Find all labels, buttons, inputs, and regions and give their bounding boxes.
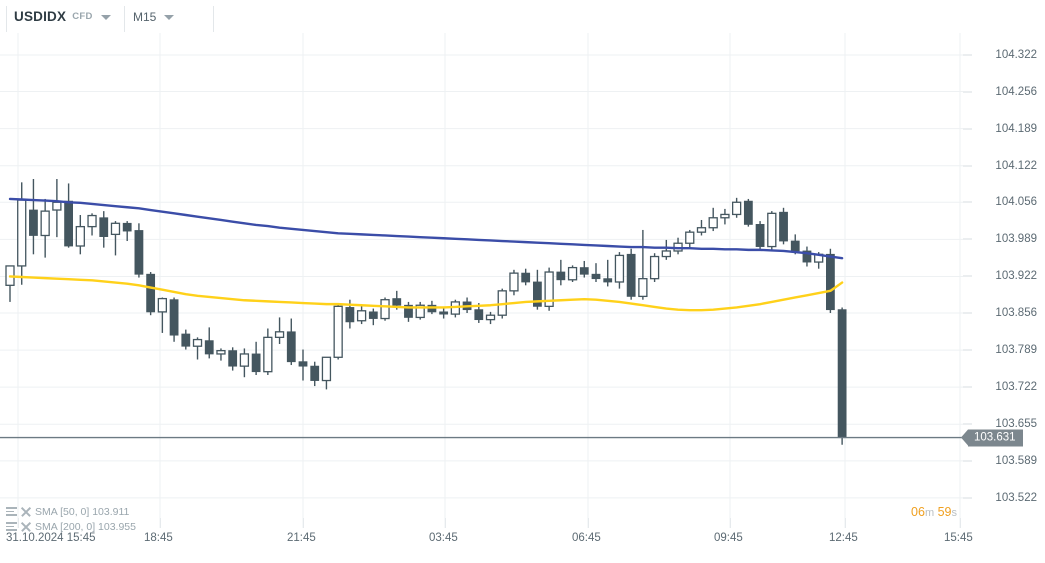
price-tick-dash: [963, 386, 972, 388]
price-scale[interactable]: 103.631 104.322 104.256 104.189 104.122 104.…: [961, 33, 1045, 541]
time-tick-separator: [445, 518, 446, 528]
time-scale[interactable]: 31.10.2024 15:45 18:45 21:45 03:45 06:45 09:4…: [0, 518, 1045, 563]
chevron-down-icon[interactable]: [100, 14, 111, 20]
time-tick-label: 06:45: [572, 532, 601, 544]
chevron-down-icon[interactable]: [164, 14, 175, 20]
price-tick-dash: [963, 201, 972, 203]
time-tick-label: 31.10.2024 15:45: [6, 532, 96, 544]
price-tick-label: 103.589: [995, 454, 1037, 467]
time-tick-separator: [588, 518, 589, 528]
price-tick-label: 103.655: [995, 418, 1037, 431]
symbol-kind-label: CFD: [72, 11, 93, 22]
indicator-label-sma50: SMA [50, 0] 103.911: [35, 505, 130, 518]
countdown-minutes-unit: m: [924, 507, 935, 519]
list-item[interactable]: SMA [200, 0] 103.955: [6, 519, 136, 534]
price-tick-dash: [963, 312, 972, 314]
price-tick-dash: [963, 275, 972, 277]
price-tick-dash: [963, 238, 972, 240]
candlestick-chart: [0, 33, 963, 528]
time-tick-label: 03:45: [429, 532, 458, 544]
price-tick-dash: [963, 460, 972, 462]
time-tick-separator: [730, 518, 731, 528]
price-tick-dash: [963, 128, 972, 130]
price-tick-label: 104.056: [995, 196, 1037, 209]
time-tick-label: 15:45: [944, 532, 973, 544]
time-tick-label: 18:45: [144, 532, 173, 544]
chart-plot-area[interactable]: [0, 33, 963, 528]
current-price-badge: 103.631: [961, 429, 1023, 447]
settings-icon[interactable]: [6, 522, 17, 531]
timeframe-label: M15: [133, 9, 157, 24]
toolbar-divider-right: [213, 6, 214, 32]
indicator-lines: [8, 197, 844, 312]
time-tick-separator: [160, 518, 161, 528]
countdown-seconds: 59: [937, 505, 952, 519]
list-item[interactable]: SMA [50, 0] 103.911: [6, 504, 136, 519]
symbol-selector[interactable]: USDIDX CFD: [14, 0, 111, 33]
price-tick-label: 103.789: [995, 344, 1037, 357]
current-price-value: 103.631: [974, 431, 1016, 444]
chart-toolbar: USDIDX CFD M15: [0, 0, 1045, 33]
price-tick-dash: [963, 91, 972, 93]
close-icon[interactable]: [21, 506, 31, 517]
indicator-legend: SMA [50, 0] 103.911 SMA [200, 0] 103.955: [6, 504, 136, 534]
indicator-label-sma200: SMA [200, 0] 103.955: [35, 520, 136, 533]
toolbar-divider-left: [6, 6, 7, 32]
price-tick-label: 104.189: [995, 122, 1037, 135]
price-tick-label: 103.856: [995, 306, 1037, 319]
price-tick-label: 104.322: [995, 49, 1037, 61]
price-badge-arrow-icon: [961, 429, 968, 446]
countdown-minutes: 06: [911, 505, 925, 519]
price-tick-dash: [963, 54, 972, 56]
time-tick-separator: [303, 518, 304, 528]
price-tick-dash: [963, 165, 972, 167]
time-tick-label: 12:45: [829, 532, 858, 544]
toolbar-divider-mid: [124, 6, 125, 32]
vertical-gridlines: [17, 33, 961, 528]
time-tick-separator: [845, 518, 846, 528]
time-tick-separator: [18, 518, 19, 528]
settings-icon[interactable]: [6, 507, 17, 516]
price-tick-label: 104.122: [995, 159, 1037, 172]
horizontal-gridlines: [0, 54, 963, 499]
price-tick-dash: [963, 497, 972, 499]
countdown-seconds-unit: s: [951, 507, 958, 519]
price-tick-label: 103.989: [995, 233, 1037, 246]
timeframe-selector[interactable]: M15: [133, 0, 175, 33]
price-tick-dash: [963, 349, 972, 351]
time-tick-label: 21:45: [287, 532, 316, 544]
price-tick-label: 103.522: [995, 491, 1037, 504]
time-tick-label: 09:45: [714, 532, 743, 544]
candle-series: [5, 179, 847, 445]
price-tick-label: 103.722: [995, 381, 1037, 394]
price-tick-dash: [963, 423, 972, 425]
close-icon[interactable]: [21, 521, 31, 532]
time-tick-separator: [960, 518, 961, 528]
bar-countdown-timer: 06m 59s: [911, 505, 957, 519]
price-tick-label: 104.256: [995, 85, 1037, 98]
symbol-name: USDIDX: [14, 9, 67, 24]
price-tick-label: 103.922: [995, 270, 1037, 283]
